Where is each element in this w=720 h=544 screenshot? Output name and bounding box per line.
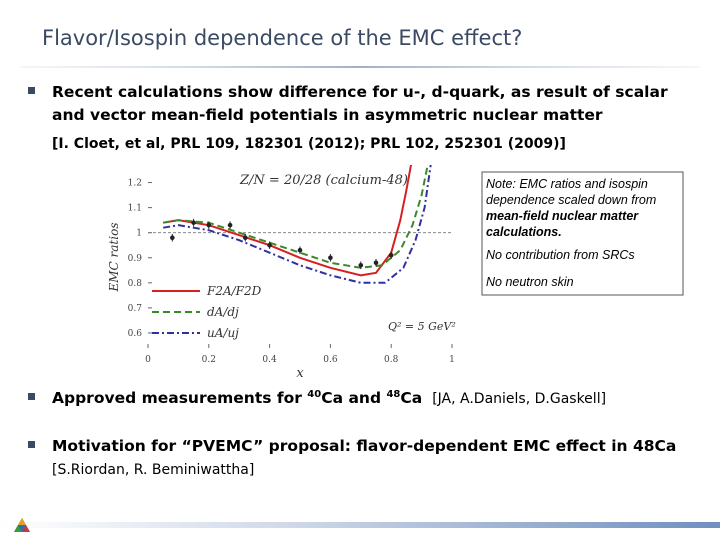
note-line: mean-field nuclear matter (486, 209, 639, 223)
figure: 0.6 0.7 0.8 0.9 1 1.1 1.2 0 0.2 0.4 0.6 0.8 1 x EMC ra… (107, 165, 456, 381)
data-point (206, 222, 212, 228)
x-axis-label: x (296, 366, 304, 381)
data-point (373, 260, 379, 266)
citation: [S.Riordan, R. Beminiwattha] (52, 462, 254, 478)
legend-label: uA/uj (207, 326, 239, 340)
data-point (297, 247, 303, 253)
y-tick-label: 0.7 (128, 304, 143, 314)
data-point (267, 242, 272, 248)
bullet-text: and vector mean-field potentials in asym… (52, 106, 603, 124)
bullet-marker (28, 393, 35, 400)
bullet-marker (28, 441, 35, 448)
superscript: 40 (307, 389, 321, 400)
legend-label: F2A/F2D (206, 284, 262, 298)
y-tick-label: 1 (136, 229, 142, 239)
annotation: Z/N = 20/28 (calcium-48) (239, 173, 408, 188)
y-tick-label: 0.9 (128, 254, 143, 264)
x-tick-label: 0.2 (202, 355, 216, 365)
slide-title: Flavor/Isospin dependence of the EMC eff… (42, 26, 522, 50)
y-tick-label: 0.8 (128, 279, 143, 289)
bullet-text: Recent calculations show difference for … (52, 83, 668, 101)
x-tick-label: 0.4 (262, 355, 277, 365)
x-tick-label: 0.8 (384, 355, 399, 365)
text-run: Approved measurements for (52, 389, 307, 407)
note-line: calculations. (486, 225, 562, 239)
bullet-marker (28, 87, 35, 94)
y-tick-label: 0.6 (128, 329, 143, 339)
data-point (242, 235, 248, 240)
data-point (328, 255, 333, 261)
citation: [JA, A.Daniels, D.Gaskell] (432, 391, 606, 407)
x-tick-label: 1 (449, 355, 455, 365)
superscript: 48 (386, 389, 400, 400)
text-run: Ca (400, 389, 422, 407)
note-line: dependence scaled down from (486, 193, 656, 207)
note-line: Note: EMC ratios and isospin (486, 177, 648, 191)
data-point (358, 262, 364, 268)
x-tick-label: 0 (145, 355, 151, 365)
citation: [I. Cloet, et al, PRL 109, 182301 (2012)… (52, 136, 566, 152)
bullet-text: Approved measurements for 40Ca and 48Ca (52, 389, 422, 407)
note-line: No contribution from SRCs (486, 248, 635, 262)
footer-bar (0, 522, 720, 528)
data-point (388, 252, 394, 258)
data-point (170, 235, 175, 240)
y-axis-label: EMC ratios (107, 223, 121, 293)
legend-label: dA/dj (207, 305, 239, 319)
title-rule (20, 66, 700, 68)
data-point (191, 220, 196, 225)
text-run: Ca and (321, 389, 386, 407)
note-line: No neutron skin (486, 275, 574, 289)
y-tick-label: 1.2 (128, 179, 142, 189)
data-point (227, 222, 233, 228)
logo (14, 518, 30, 532)
kinematics: Q² = 5 GeV² (388, 320, 456, 333)
x-tick-label: 0.6 (323, 355, 338, 365)
note-box (481, 171, 684, 296)
plot-area (163, 165, 432, 284)
y-tick-label: 1.1 (128, 204, 142, 214)
bullet-text: Motivation for “PVEMC” proposal: flavor-… (52, 437, 676, 455)
curve (163, 165, 432, 284)
